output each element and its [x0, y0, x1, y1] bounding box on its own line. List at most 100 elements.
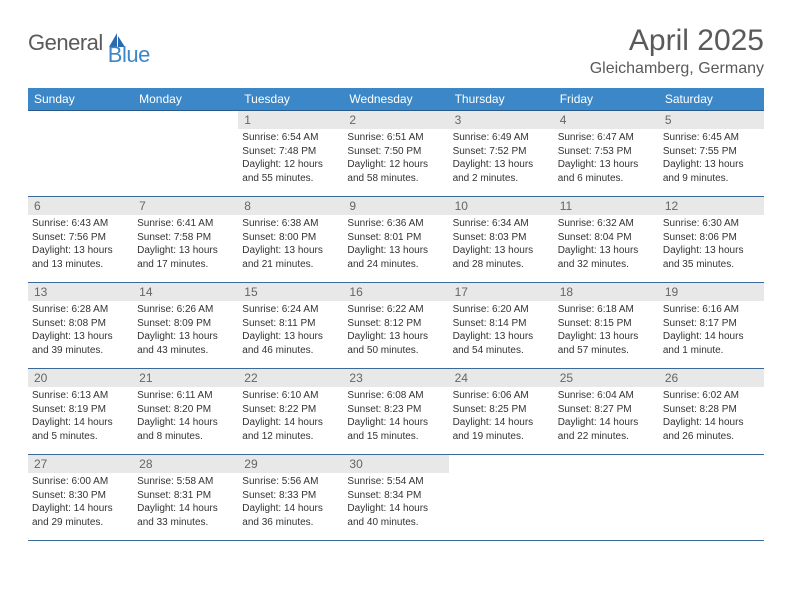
- day-details: Sunrise: 6:30 AMSunset: 8:06 PMDaylight:…: [659, 215, 764, 275]
- day-number: 30: [343, 455, 448, 473]
- calendar-row: 13Sunrise: 6:28 AMSunset: 8:08 PMDayligh…: [28, 283, 764, 369]
- day-number: 13: [28, 283, 133, 301]
- calendar-cell: 18Sunrise: 6:18 AMSunset: 8:15 PMDayligh…: [554, 283, 659, 369]
- calendar-cell: 15Sunrise: 6:24 AMSunset: 8:11 PMDayligh…: [238, 283, 343, 369]
- day-details: Sunrise: 6:04 AMSunset: 8:27 PMDaylight:…: [554, 387, 659, 447]
- logo: General Blue: [28, 30, 170, 56]
- calendar-cell: ..: [28, 111, 133, 197]
- day-number: 26: [659, 369, 764, 387]
- day-details: Sunrise: 5:56 AMSunset: 8:33 PMDaylight:…: [238, 473, 343, 533]
- day-details: Sunrise: 6:20 AMSunset: 8:14 PMDaylight:…: [449, 301, 554, 361]
- day-number: 11: [554, 197, 659, 215]
- calendar-cell: 5Sunrise: 6:45 AMSunset: 7:55 PMDaylight…: [659, 111, 764, 197]
- calendar-cell: 2Sunrise: 6:51 AMSunset: 7:50 PMDaylight…: [343, 111, 448, 197]
- calendar-cell: 21Sunrise: 6:11 AMSunset: 8:20 PMDayligh…: [133, 369, 238, 455]
- day-details: Sunrise: 6:47 AMSunset: 7:53 PMDaylight:…: [554, 129, 659, 189]
- day-number: 12: [659, 197, 764, 215]
- page: General Blue April 2025 Gleichamberg, Ge…: [0, 0, 792, 561]
- calendar-cell: 22Sunrise: 6:10 AMSunset: 8:22 PMDayligh…: [238, 369, 343, 455]
- calendar-body: ....1Sunrise: 6:54 AMSunset: 7:48 PMDayl…: [28, 111, 764, 541]
- day-number: 21: [133, 369, 238, 387]
- day-details: Sunrise: 6:41 AMSunset: 7:58 PMDaylight:…: [133, 215, 238, 275]
- calendar-row: 6Sunrise: 6:43 AMSunset: 7:56 PMDaylight…: [28, 197, 764, 283]
- day-number: 25: [554, 369, 659, 387]
- calendar-row: 27Sunrise: 6:00 AMSunset: 8:30 PMDayligh…: [28, 455, 764, 541]
- calendar-cell: 11Sunrise: 6:32 AMSunset: 8:04 PMDayligh…: [554, 197, 659, 283]
- day-number: 16: [343, 283, 448, 301]
- day-number: 4: [554, 111, 659, 129]
- calendar-cell: ..: [449, 455, 554, 541]
- weekday-header: Wednesday: [343, 88, 448, 111]
- day-details: Sunrise: 6:49 AMSunset: 7:52 PMDaylight:…: [449, 129, 554, 189]
- calendar-cell: 17Sunrise: 6:20 AMSunset: 8:14 PMDayligh…: [449, 283, 554, 369]
- calendar-cell: 14Sunrise: 6:26 AMSunset: 8:09 PMDayligh…: [133, 283, 238, 369]
- day-number: 2: [343, 111, 448, 129]
- weekday-header: Saturday: [659, 88, 764, 111]
- day-number: 27: [28, 455, 133, 473]
- calendar-cell: 27Sunrise: 6:00 AMSunset: 8:30 PMDayligh…: [28, 455, 133, 541]
- location: Gleichamberg, Germany: [590, 60, 764, 78]
- day-details: Sunrise: 6:43 AMSunset: 7:56 PMDaylight:…: [28, 215, 133, 275]
- calendar-cell: 30Sunrise: 5:54 AMSunset: 8:34 PMDayligh…: [343, 455, 448, 541]
- calendar-cell: 1Sunrise: 6:54 AMSunset: 7:48 PMDaylight…: [238, 111, 343, 197]
- day-details: Sunrise: 6:38 AMSunset: 8:00 PMDaylight:…: [238, 215, 343, 275]
- calendar-cell: 6Sunrise: 6:43 AMSunset: 7:56 PMDaylight…: [28, 197, 133, 283]
- day-details: Sunrise: 6:51 AMSunset: 7:50 PMDaylight:…: [343, 129, 448, 189]
- calendar-cell: 24Sunrise: 6:06 AMSunset: 8:25 PMDayligh…: [449, 369, 554, 455]
- day-number: 1: [238, 111, 343, 129]
- day-number: 19: [659, 283, 764, 301]
- calendar-cell: 26Sunrise: 6:02 AMSunset: 8:28 PMDayligh…: [659, 369, 764, 455]
- calendar-cell: 7Sunrise: 6:41 AMSunset: 7:58 PMDaylight…: [133, 197, 238, 283]
- calendar-cell: 4Sunrise: 6:47 AMSunset: 7:53 PMDaylight…: [554, 111, 659, 197]
- day-details: Sunrise: 6:28 AMSunset: 8:08 PMDaylight:…: [28, 301, 133, 361]
- day-number: 14: [133, 283, 238, 301]
- calendar-cell: ..: [554, 455, 659, 541]
- day-details: Sunrise: 6:45 AMSunset: 7:55 PMDaylight:…: [659, 129, 764, 189]
- day-details: Sunrise: 5:54 AMSunset: 8:34 PMDaylight:…: [343, 473, 448, 533]
- day-number: 24: [449, 369, 554, 387]
- calendar-cell: 29Sunrise: 5:56 AMSunset: 8:33 PMDayligh…: [238, 455, 343, 541]
- day-details: Sunrise: 6:11 AMSunset: 8:20 PMDaylight:…: [133, 387, 238, 447]
- calendar-cell: 12Sunrise: 6:30 AMSunset: 8:06 PMDayligh…: [659, 197, 764, 283]
- day-details: Sunrise: 5:58 AMSunset: 8:31 PMDaylight:…: [133, 473, 238, 533]
- day-details: Sunrise: 6:13 AMSunset: 8:19 PMDaylight:…: [28, 387, 133, 447]
- calendar-cell: 3Sunrise: 6:49 AMSunset: 7:52 PMDaylight…: [449, 111, 554, 197]
- logo-text-general: General: [28, 30, 103, 56]
- calendar-cell: ..: [659, 455, 764, 541]
- day-number: 6: [28, 197, 133, 215]
- title-block: April 2025 Gleichamberg, Germany: [590, 24, 764, 78]
- day-number: 9: [343, 197, 448, 215]
- logo-text-blue: Blue: [108, 42, 150, 68]
- day-number: 18: [554, 283, 659, 301]
- calendar-cell: 8Sunrise: 6:38 AMSunset: 8:00 PMDaylight…: [238, 197, 343, 283]
- day-number: 10: [449, 197, 554, 215]
- day-details: Sunrise: 6:18 AMSunset: 8:15 PMDaylight:…: [554, 301, 659, 361]
- day-number: 28: [133, 455, 238, 473]
- calendar-table: Sunday Monday Tuesday Wednesday Thursday…: [28, 88, 764, 541]
- day-number: 15: [238, 283, 343, 301]
- day-details: Sunrise: 6:26 AMSunset: 8:09 PMDaylight:…: [133, 301, 238, 361]
- calendar-cell: 9Sunrise: 6:36 AMSunset: 8:01 PMDaylight…: [343, 197, 448, 283]
- day-number: 5: [659, 111, 764, 129]
- day-details: Sunrise: 6:22 AMSunset: 8:12 PMDaylight:…: [343, 301, 448, 361]
- month-title: April 2025: [590, 24, 764, 58]
- day-number: 8: [238, 197, 343, 215]
- day-details: Sunrise: 6:54 AMSunset: 7:48 PMDaylight:…: [238, 129, 343, 189]
- calendar-row: 20Sunrise: 6:13 AMSunset: 8:19 PMDayligh…: [28, 369, 764, 455]
- day-number: 7: [133, 197, 238, 215]
- weekday-header: Thursday: [449, 88, 554, 111]
- weekday-header: Friday: [554, 88, 659, 111]
- day-details: Sunrise: 6:34 AMSunset: 8:03 PMDaylight:…: [449, 215, 554, 275]
- day-details: Sunrise: 6:08 AMSunset: 8:23 PMDaylight:…: [343, 387, 448, 447]
- calendar-cell: 19Sunrise: 6:16 AMSunset: 8:17 PMDayligh…: [659, 283, 764, 369]
- day-number: 20: [28, 369, 133, 387]
- header: General Blue April 2025 Gleichamberg, Ge…: [28, 24, 764, 78]
- day-details: Sunrise: 6:06 AMSunset: 8:25 PMDaylight:…: [449, 387, 554, 447]
- calendar-cell: 23Sunrise: 6:08 AMSunset: 8:23 PMDayligh…: [343, 369, 448, 455]
- day-details: Sunrise: 6:02 AMSunset: 8:28 PMDaylight:…: [659, 387, 764, 447]
- weekday-header-row: Sunday Monday Tuesday Wednesday Thursday…: [28, 88, 764, 111]
- calendar-cell: 28Sunrise: 5:58 AMSunset: 8:31 PMDayligh…: [133, 455, 238, 541]
- day-details: Sunrise: 6:00 AMSunset: 8:30 PMDaylight:…: [28, 473, 133, 533]
- calendar-row: ....1Sunrise: 6:54 AMSunset: 7:48 PMDayl…: [28, 111, 764, 197]
- calendar-cell: ..: [133, 111, 238, 197]
